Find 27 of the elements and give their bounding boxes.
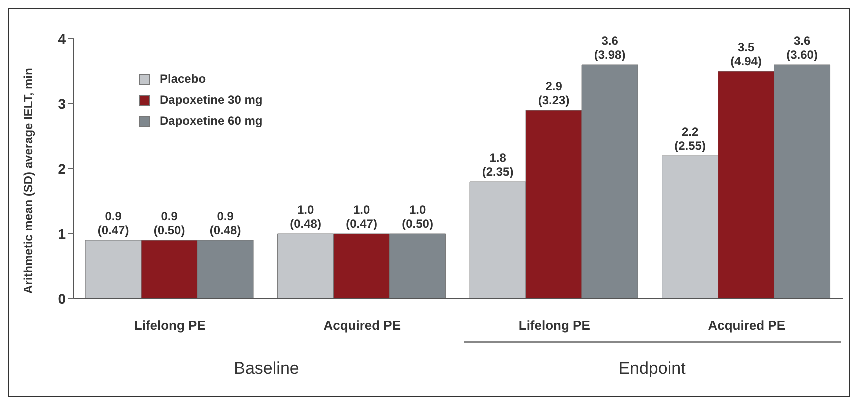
data-label: 1.0 (0.50) (402, 203, 434, 231)
x-tick-label: Lifelong PE (134, 318, 206, 334)
data-label: 1.8 (2.35) (482, 151, 514, 179)
data-label: 2.9 (3.23) (538, 80, 570, 108)
data-label: 0.9 (0.48) (210, 210, 242, 238)
data-label: 3.6 (3.60) (786, 34, 818, 62)
data-label: 1.0 (0.47) (346, 203, 378, 231)
data-label: 2.2 (2.55) (674, 125, 706, 153)
y-tick-label: 3 (58, 96, 66, 112)
y-axis-title: Arithmetic mean (SD) average IELT, min (21, 68, 36, 294)
x-tick-label: Acquired PE (324, 318, 402, 334)
data-label: 3.6 (3.98) (594, 34, 626, 62)
data-label: 0.9 (0.50) (154, 210, 186, 238)
data-label: 1.0 (0.48) (290, 203, 322, 231)
text: Baseline (233, 359, 300, 379)
data-label: 3.5 (4.94) (730, 40, 762, 68)
y-tick-label: 4 (58, 30, 66, 47)
text: Endpoint (618, 359, 687, 379)
data-label: 0.9 (0.47) (98, 210, 130, 238)
legend-label: Placebo (160, 71, 206, 88)
x-tick-label: Acquired PE (708, 318, 786, 334)
y-tick-label: 2 (58, 160, 66, 177)
legend-label: Dapoxetine 60 mg (160, 113, 263, 130)
legend-label: Dapoxetine 30 mg (160, 92, 263, 109)
y-tick-label: 1 (58, 226, 66, 242)
x-tick-label: Lifelong PE (518, 318, 591, 334)
y-tick-label: 0 (58, 290, 66, 307)
